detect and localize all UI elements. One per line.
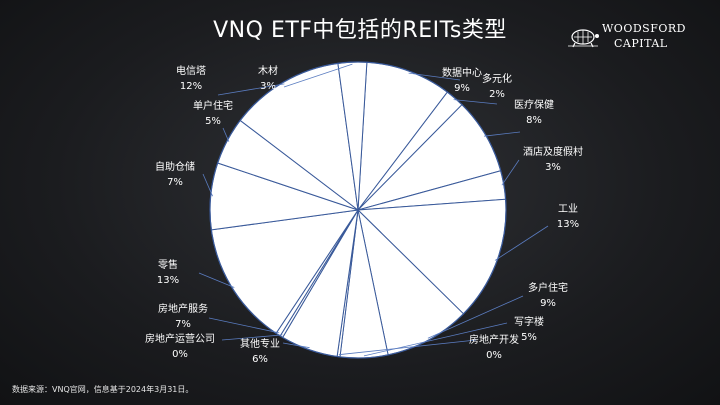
slice-label: 房地产运营公司 — [145, 332, 215, 345]
slice-value-label: 7% — [167, 177, 183, 188]
leader-line — [202, 173, 213, 197]
leader-line — [208, 317, 280, 334]
leader-line — [283, 63, 353, 88]
slice-label: 医疗保健 — [514, 98, 554, 111]
slice-label: 零售 — [158, 258, 178, 271]
slice-label: 数据中心 — [442, 66, 482, 79]
slice-label: 木材 — [258, 64, 278, 77]
slice-value-label: 12% — [180, 81, 202, 92]
slice-value-label: 6% — [252, 354, 268, 365]
leader-line — [363, 322, 508, 357]
leader-line — [501, 159, 520, 186]
leader-line — [222, 127, 230, 142]
leader-line — [483, 131, 521, 137]
leader-line — [494, 225, 549, 261]
slice-value-label: 0% — [172, 349, 188, 360]
leader-line — [427, 295, 524, 339]
slice-label: 单户住宅 — [193, 99, 233, 112]
leader-line — [338, 339, 477, 356]
slice-label: 房地产开发 — [469, 333, 519, 346]
leader-line — [221, 334, 283, 341]
slice-value-label: 3% — [545, 162, 561, 173]
leader-line — [408, 72, 461, 81]
slice-label: 写字楼 — [514, 315, 544, 328]
slice-label: 自助仓储 — [155, 160, 195, 173]
leader-line — [453, 99, 498, 105]
slice-value-label: 13% — [157, 275, 179, 286]
slice-label: 其他专业 — [240, 337, 280, 350]
slice-value-label: 2% — [489, 89, 505, 100]
logo-wordmark-line2: CAPITAL — [614, 37, 668, 50]
slice-label: 多户住宅 — [528, 281, 568, 294]
slice-value-label: 0% — [486, 350, 502, 361]
pie-outline — [209, 61, 507, 359]
turtle-logo-icon — [568, 29, 599, 48]
slice-label: 电信塔 — [176, 64, 206, 77]
slice-label: 酒店及度假村 — [523, 145, 583, 158]
slice-value-label: 5% — [521, 332, 537, 343]
logo-wordmark-line1: WOODSFORD — [602, 22, 686, 35]
slice-value-label: 8% — [526, 115, 542, 126]
slice-value-label: 9% — [540, 298, 556, 309]
slice-label: 多元化 — [482, 72, 512, 85]
slice-value-label: 9% — [454, 83, 470, 94]
slice-value-label: 7% — [175, 319, 191, 330]
source-note: 数据来源：VNQ官网，信息基于2024年3月31日。 — [12, 385, 194, 394]
slice-label: 工业 — [558, 203, 578, 215]
chart-title: VNQ ETF中包括的REITs类型 — [213, 18, 507, 43]
leader-line — [282, 342, 310, 349]
slice-value-label: 13% — [557, 219, 579, 230]
leader-line — [198, 272, 235, 288]
slice-label: 房地产服务 — [158, 302, 208, 315]
leader-line — [217, 83, 285, 96]
slice-value-label: 3% — [260, 81, 276, 92]
slice-value-label: 5% — [205, 116, 221, 127]
brand-logo: WOODSFORD CAPITAL — [566, 22, 706, 52]
